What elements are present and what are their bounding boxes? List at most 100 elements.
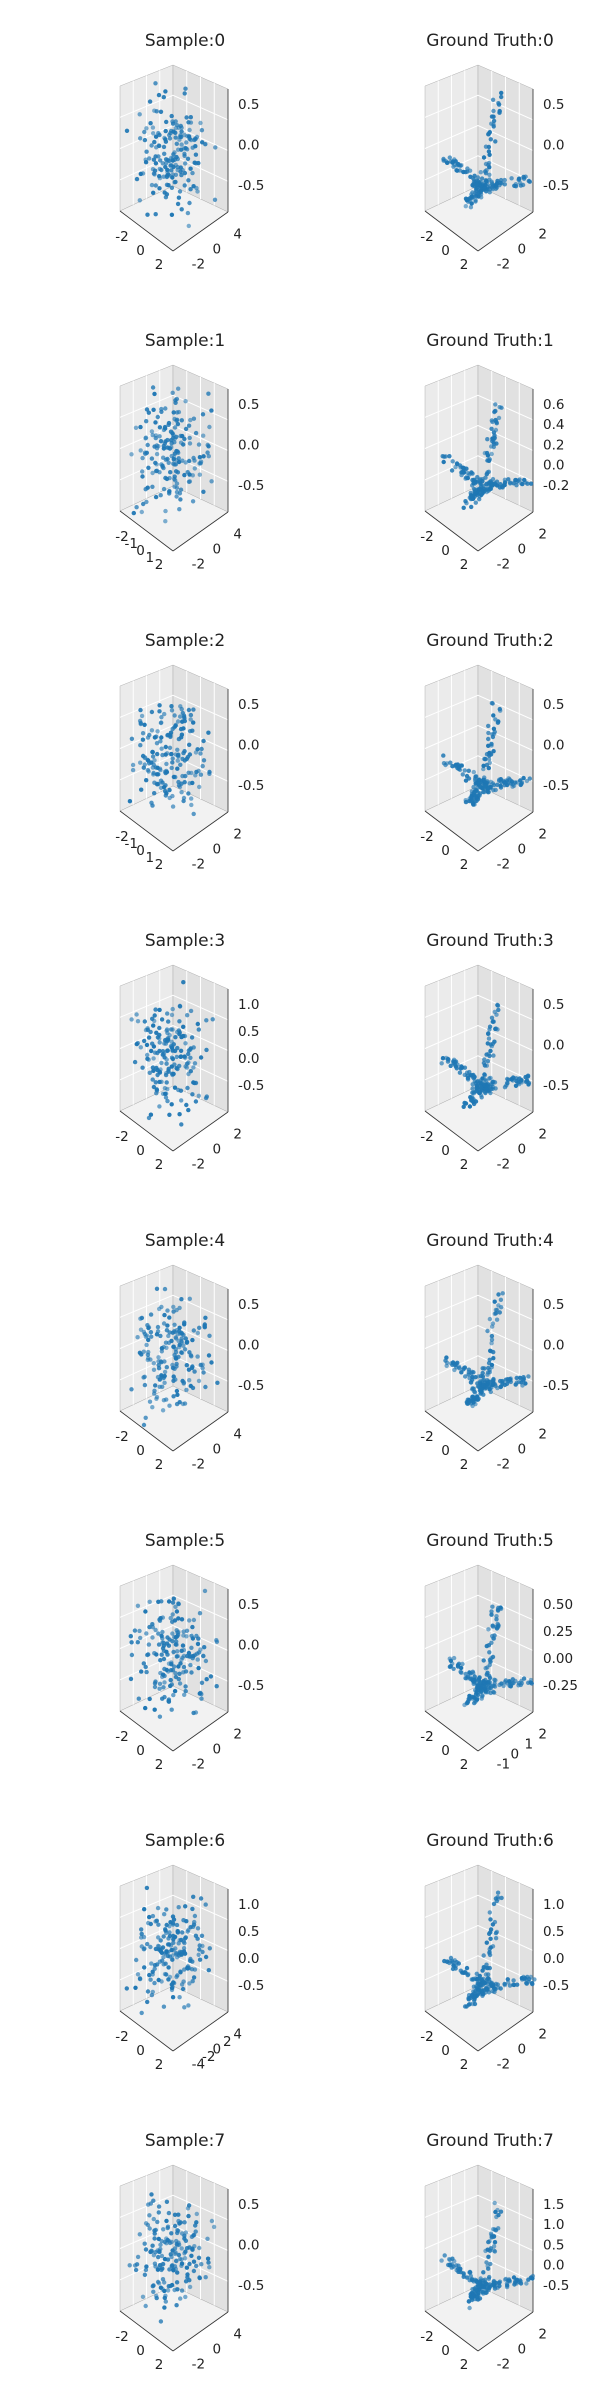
data-point	[450, 1966, 456, 1972]
data-point	[174, 1054, 179, 1060]
data-point	[183, 426, 189, 432]
data-point	[157, 2249, 162, 2255]
data-point	[184, 115, 189, 120]
data-point	[181, 980, 186, 985]
data-point	[203, 1095, 209, 1101]
z-tick-label: 0.25	[543, 1624, 573, 1640]
data-point	[487, 1931, 492, 1937]
y-tick-label: -2	[497, 856, 510, 872]
data-point	[173, 162, 178, 168]
data-point	[164, 2199, 170, 2204]
data-point	[517, 1375, 523, 1381]
data-point	[181, 795, 187, 801]
data-point	[170, 1631, 175, 1636]
data-point	[451, 1361, 456, 1366]
data-point	[149, 728, 155, 733]
data-point	[187, 1378, 192, 1383]
data-point	[187, 200, 192, 206]
data-point	[193, 430, 199, 436]
data-point	[464, 197, 469, 202]
data-point	[130, 762, 136, 768]
data-point	[140, 737, 146, 742]
data-point	[516, 176, 522, 181]
y-tick-label: 0	[518, 1442, 527, 1458]
data-point	[440, 1056, 446, 1061]
data-point	[491, 731, 497, 737]
data-point	[162, 1312, 167, 1318]
data-point	[462, 1065, 468, 1070]
data-point	[148, 1330, 154, 1335]
data-point	[158, 2285, 164, 2290]
data-point	[142, 1907, 147, 1912]
data-point	[475, 175, 481, 180]
data-point	[450, 764, 455, 769]
z-tick-label: 1.0	[238, 1897, 259, 1913]
data-point	[481, 1658, 486, 1663]
data-point	[202, 1588, 208, 1594]
data-point	[175, 421, 181, 427]
data-point	[163, 1340, 169, 1345]
data-point	[188, 166, 193, 171]
data-point	[492, 1677, 497, 1683]
grid-line	[424, 2255, 534, 2282]
data-point	[165, 732, 171, 738]
data-point	[193, 2229, 198, 2234]
data-point	[177, 1030, 182, 1035]
data-point	[138, 1635, 143, 1641]
data-point	[489, 1044, 494, 1049]
data-point	[163, 2299, 168, 2304]
data-point	[497, 1310, 502, 1315]
data-point	[492, 1633, 497, 1638]
data-point	[473, 1099, 479, 1104]
x-axis-line	[424, 810, 479, 852]
x-tick-label: 0	[136, 1443, 145, 1459]
data-point	[179, 418, 184, 423]
data-point	[192, 466, 197, 471]
data-point	[168, 2252, 173, 2257]
data-point	[177, 1305, 182, 1311]
data-point	[188, 1956, 193, 1962]
data-point	[454, 2267, 459, 2273]
data-point	[177, 1671, 182, 1677]
data-point	[150, 1016, 155, 1021]
data-point	[463, 499, 468, 504]
data-point	[481, 763, 486, 768]
data-point	[168, 1615, 173, 1621]
data-point	[147, 1070, 152, 1076]
data-point	[468, 1095, 473, 1100]
z-tick-label: -0.5	[543, 1078, 569, 1094]
data-point	[488, 137, 493, 142]
data-point	[144, 1342, 149, 1348]
data-point	[191, 1065, 196, 1070]
data-point	[498, 2209, 504, 2214]
z-tick-label: 0.0	[238, 437, 259, 453]
data-point	[473, 2287, 479, 2293]
data-point	[497, 110, 502, 115]
data-point	[179, 1122, 184, 1127]
data-point	[170, 726, 175, 732]
data-point	[164, 1907, 169, 1912]
data-point	[160, 752, 165, 758]
data-point	[502, 1382, 508, 1388]
data-point	[159, 2253, 165, 2259]
x-tick-label: -2	[115, 1429, 128, 1445]
data-point	[163, 89, 168, 94]
data-point	[140, 171, 146, 176]
data-point	[498, 1297, 504, 1303]
data-point	[164, 1922, 169, 1928]
data-point	[165, 2237, 170, 2243]
z-tick-label: 0.0	[543, 137, 564, 153]
data-point	[486, 1031, 491, 1036]
data-point	[151, 407, 156, 412]
data-point	[198, 461, 203, 466]
data-point	[179, 790, 184, 795]
data-point	[174, 2258, 179, 2264]
data-point	[191, 416, 197, 421]
data-point	[526, 1979, 531, 1984]
data-point	[484, 1643, 489, 1649]
data-point	[173, 400, 178, 405]
data-point	[467, 1697, 472, 1702]
scatter-points	[439, 1002, 532, 1110]
data-point	[187, 441, 193, 446]
